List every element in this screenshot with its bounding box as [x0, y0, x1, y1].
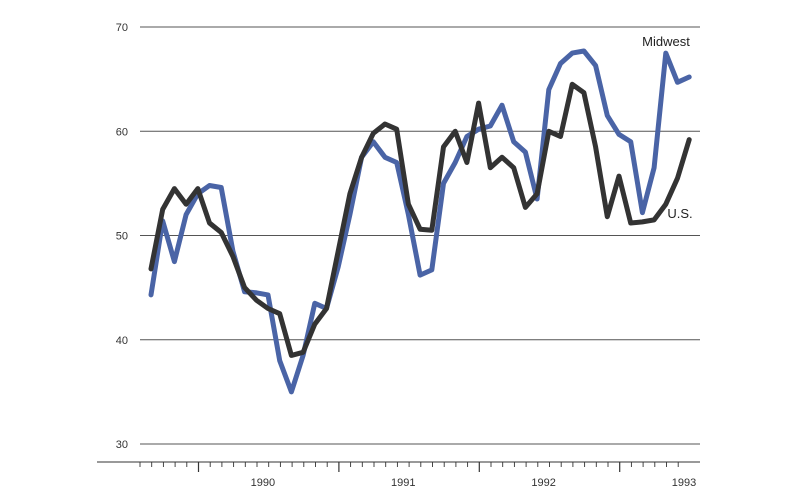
y-tick-label: 50: [116, 231, 128, 243]
series-line-u-s: [148, 81, 692, 358]
series-labels: Midwest U.S.: [642, 34, 692, 221]
y-axis-ticks: 30 40 50 60 70: [116, 22, 128, 451]
series-lines: [148, 48, 692, 395]
x-tick-label: 1990: [251, 477, 275, 489]
y-tick-label: 30: [116, 439, 128, 451]
series-line-midwest: [148, 48, 692, 395]
y-tick-label: 60: [116, 126, 128, 138]
x-tick-label: 1992: [531, 477, 555, 489]
grid-lines: [140, 26, 700, 445]
series-label: Midwest: [642, 34, 690, 49]
y-tick-label: 40: [116, 335, 128, 347]
x-tick-label: 1991: [391, 477, 415, 489]
series-label: U.S.: [667, 206, 692, 221]
x-tick-label: 1993: [672, 477, 696, 489]
x-axis: 1990 1991 1992 1993: [97, 461, 700, 489]
y-tick-label: 70: [116, 22, 128, 34]
